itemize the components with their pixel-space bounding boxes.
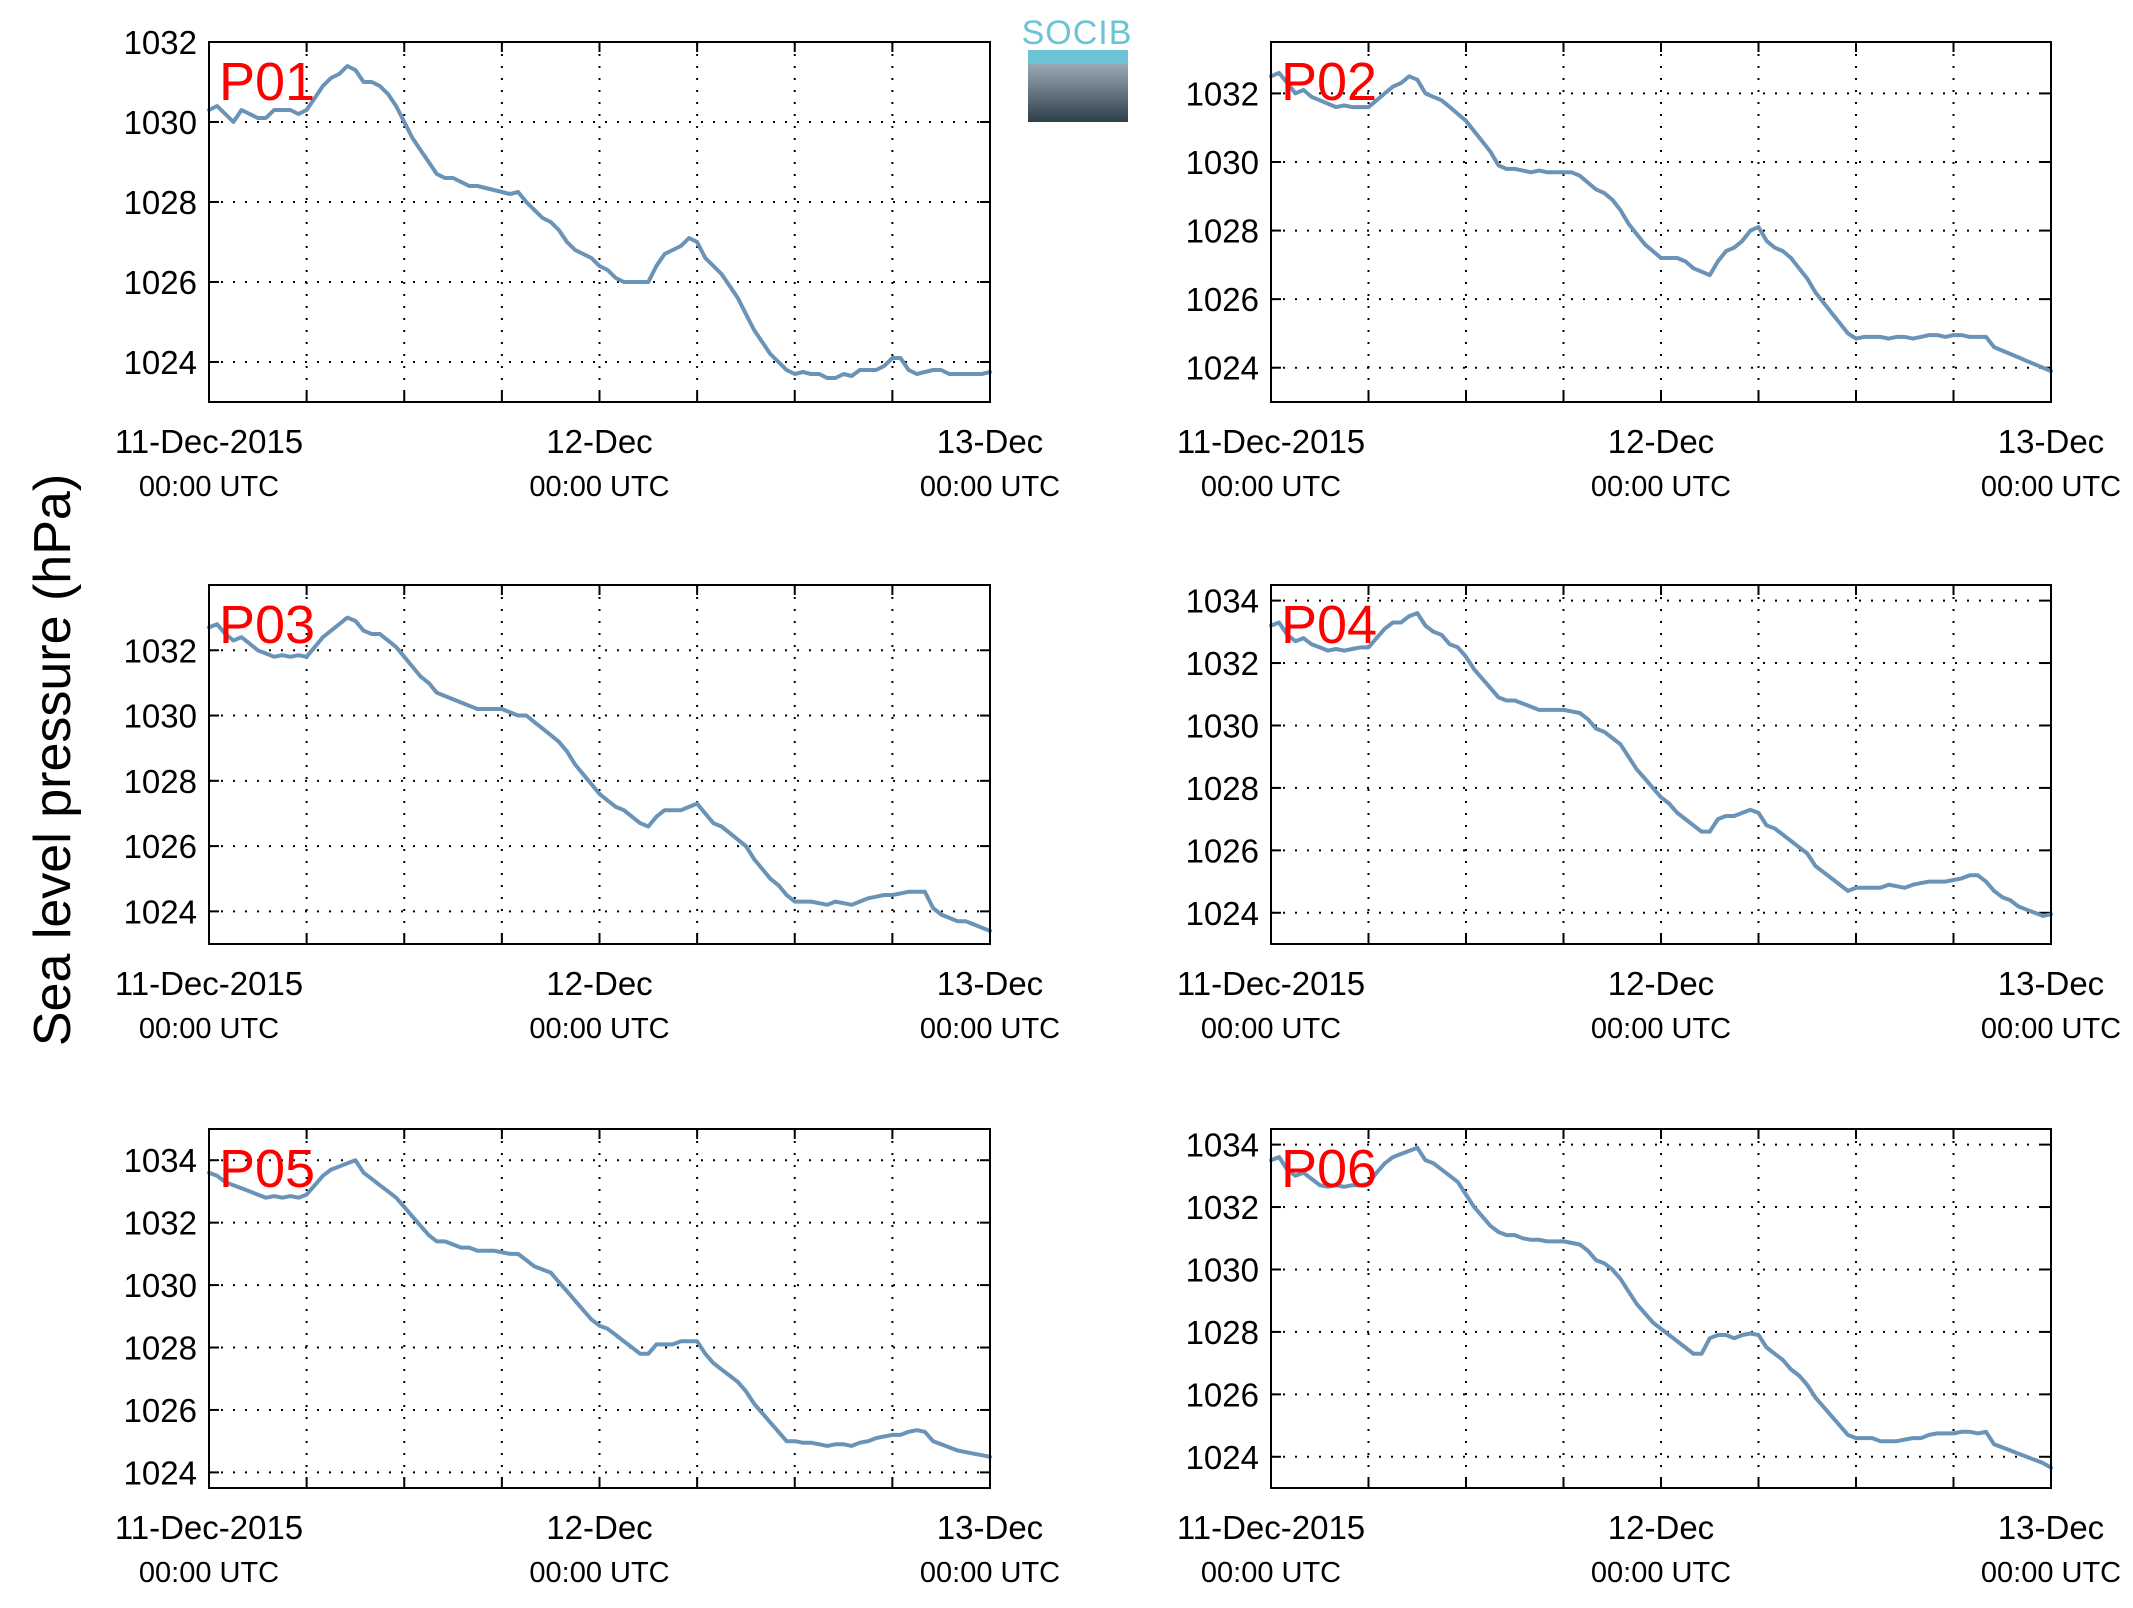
x-tick-sublabel: 00:00 UTC	[139, 1013, 279, 1045]
y-tick-label: 1032	[1186, 645, 1259, 682]
y-tick-label: 1032	[1186, 1189, 1259, 1226]
y-tick-label: 1030	[124, 104, 197, 141]
x-tick-sublabel: 00:00 UTC	[139, 471, 279, 503]
x-tick-sublabel: 00:00 UTC	[920, 1557, 1060, 1589]
y-tick-label: 1032	[124, 1205, 197, 1242]
panel-label: P03	[219, 595, 315, 655]
y-tick-label: 1026	[124, 828, 197, 865]
y-tick-label: 1028	[1186, 213, 1259, 250]
socib-logo-block	[1028, 64, 1128, 122]
panel-label: P06	[1281, 1139, 1377, 1199]
plot-frame	[1270, 584, 2052, 945]
panel-label: P05	[219, 1139, 315, 1199]
panel-label: P02	[1281, 52, 1377, 112]
y-tick-label: 1028	[1186, 1314, 1259, 1351]
series-line	[1269, 70, 2053, 374]
series-line	[1269, 1145, 2053, 1470]
panel-p06: 1024 1026 1028 1030 1032 1034 11-Dec-2015 00:00…	[1177, 1127, 2121, 1589]
panel-p02: 1024 1026 1028 1030 1032 11-Dec-2015 00:00 UTC…	[1177, 41, 2121, 503]
y-tick-label: 1026	[124, 264, 197, 301]
panel-p04: 1024 1026 1028 1030 1032 1034 11-Dec-2015 00:00…	[1177, 583, 2121, 1045]
y-tick-label: 1028	[124, 184, 197, 221]
panel-label: P04	[1281, 595, 1377, 655]
x-tick-label: 11-Dec-2015	[1177, 965, 1365, 1002]
x-tick-label: 12-Dec	[1608, 1509, 1714, 1546]
x-tick-sublabel: 00:00 UTC	[529, 1013, 669, 1045]
series-line	[207, 615, 992, 933]
x-tick-sublabel: 00:00 UTC	[920, 471, 1060, 503]
y-tick-label: 1034	[124, 1142, 197, 1179]
y-tick-label: 1030	[1186, 1251, 1259, 1288]
x-tick-label: 12-Dec	[546, 965, 652, 1002]
y-tick-label: 1032	[124, 24, 197, 61]
y-tick-label: 1026	[1186, 281, 1259, 318]
x-tick-label: 13-Dec	[1998, 965, 2104, 1002]
figure-ylabel: Sea level pressure (hPa)	[24, 474, 82, 1046]
panel-label: P01	[219, 52, 315, 112]
x-tick-sublabel: 00:00 UTC	[1201, 1013, 1341, 1045]
y-tick-label: 1030	[124, 1267, 197, 1304]
socib-logo-text: SOCIB	[1022, 14, 1133, 52]
socib-logo-wave	[1028, 50, 1128, 64]
x-tick-label: 12-Dec	[546, 423, 652, 460]
x-tick-label: 12-Dec	[546, 1509, 652, 1546]
y-tick-label: 1028	[1186, 770, 1259, 807]
y-tick-label: 1024	[1186, 895, 1259, 932]
x-tick-sublabel: 00:00 UTC	[139, 1557, 279, 1589]
x-tick-label: 12-Dec	[1608, 423, 1714, 460]
plot-frame	[208, 1128, 991, 1489]
y-tick-label: 1024	[1186, 350, 1259, 387]
x-tick-sublabel: 00:00 UTC	[1981, 471, 2121, 503]
y-tick-label: 1024	[124, 344, 197, 381]
x-tick-sublabel: 00:00 UTC	[1591, 471, 1731, 503]
plot-frame	[208, 41, 991, 403]
panel-p01: 1024 1026 1028 1030 1032 11-Dec-2015 00:00 UTC…	[115, 24, 1060, 503]
x-tick-label: 12-Dec	[1608, 965, 1714, 1002]
y-tick-label: 1034	[1186, 1127, 1259, 1164]
x-tick-sublabel: 00:00 UTC	[1981, 1557, 2121, 1589]
x-tick-label: 11-Dec-2015	[1177, 423, 1365, 460]
y-tick-label: 1026	[124, 1392, 197, 1429]
x-tick-label: 11-Dec-2015	[115, 1509, 303, 1546]
y-tick-label: 1026	[1186, 832, 1259, 869]
y-tick-label: 1032	[1186, 75, 1259, 112]
series-line	[207, 1158, 992, 1459]
x-tick-sublabel: 00:00 UTC	[529, 1557, 669, 1589]
plot-frame	[1270, 41, 2052, 403]
panel-p05: 1024 1026 1028 1030 1032 1034 11-Dec-2015 00:00…	[115, 1128, 1060, 1589]
y-tick-label: 1024	[124, 893, 197, 930]
x-tick-label: 13-Dec	[937, 965, 1043, 1002]
series-line	[207, 64, 992, 380]
y-tick-label: 1028	[124, 1330, 197, 1367]
y-tick-label: 1034	[1186, 583, 1259, 620]
x-tick-sublabel: 00:00 UTC	[1591, 1557, 1731, 1589]
y-tick-label: 1030	[1186, 707, 1259, 744]
y-tick-label: 1030	[124, 698, 197, 735]
x-tick-sublabel: 00:00 UTC	[1981, 1013, 2121, 1045]
plot-frame	[1270, 1128, 2052, 1489]
y-tick-label: 1028	[124, 763, 197, 800]
y-tick-label: 1030	[1186, 144, 1259, 181]
y-tick-label: 1032	[124, 632, 197, 669]
x-tick-label: 13-Dec	[1998, 423, 2104, 460]
x-tick-sublabel: 00:00 UTC	[1201, 1557, 1341, 1589]
y-tick-label: 1024	[124, 1454, 197, 1491]
x-tick-label: 13-Dec	[937, 1509, 1043, 1546]
plot-frame	[208, 584, 991, 945]
x-tick-label: 11-Dec-2015	[115, 965, 303, 1002]
x-tick-sublabel: 00:00 UTC	[1201, 471, 1341, 503]
x-tick-sublabel: 00:00 UTC	[1591, 1013, 1731, 1045]
x-tick-sublabel: 00:00 UTC	[920, 1013, 1060, 1045]
x-tick-sublabel: 00:00 UTC	[529, 471, 669, 503]
x-tick-label: 13-Dec	[937, 423, 1043, 460]
series-line	[1269, 611, 2053, 918]
y-tick-label: 1024	[1186, 1439, 1259, 1476]
x-tick-label: 11-Dec-2015	[115, 423, 303, 460]
x-tick-label: 11-Dec-2015	[1177, 1509, 1365, 1546]
socib-logo: SOCIB	[1022, 14, 1133, 122]
panel-p03: 1024 1026 1028 1030 1032 11-Dec-2015 00:00 UTC…	[115, 584, 1060, 1045]
y-tick-label: 1026	[1186, 1376, 1259, 1413]
x-tick-label: 13-Dec	[1998, 1509, 2104, 1546]
